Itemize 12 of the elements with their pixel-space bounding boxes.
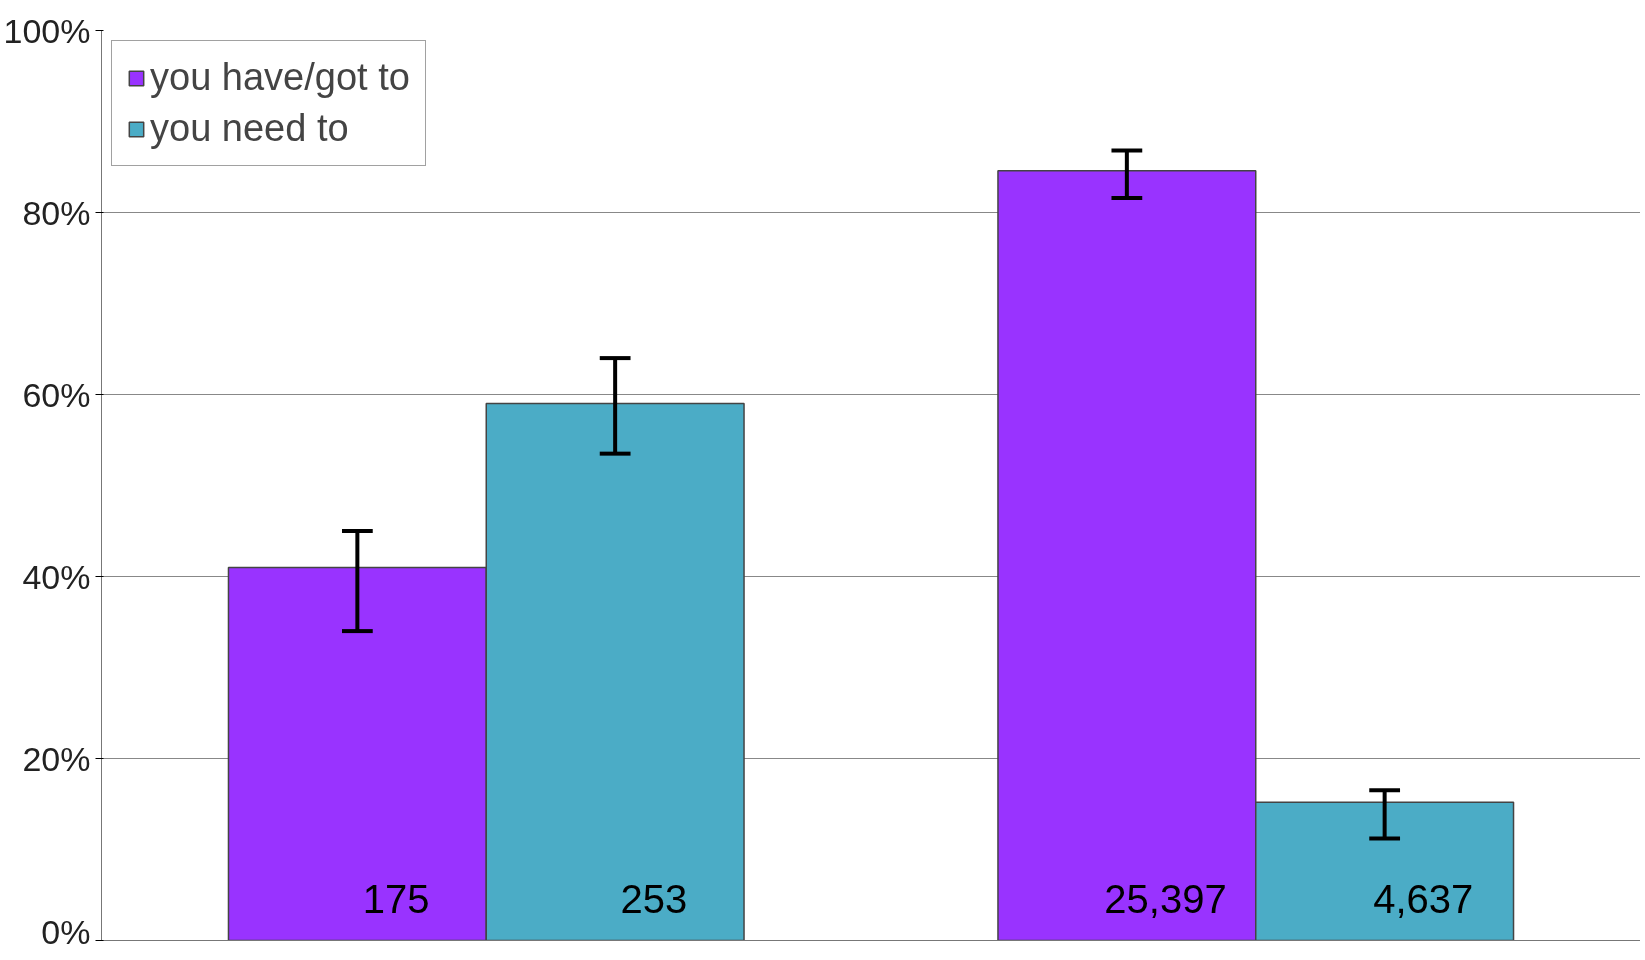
y-tick-label: 60%	[22, 375, 91, 414]
annotation: 25,397	[1104, 877, 1227, 922]
y-tick-label: 100%	[3, 11, 91, 50]
y-tick-label: 80%	[22, 193, 91, 232]
y-tick-label: 0%	[41, 912, 91, 951]
legend-label: you need to	[150, 107, 349, 150]
legend-label: you have/got to	[150, 56, 410, 99]
annotation: 253	[620, 877, 688, 922]
y-tick-label: 40%	[22, 557, 91, 596]
annotation: 175	[362, 877, 430, 922]
annotation: 4,637	[1373, 877, 1474, 922]
y-tick-label: 20%	[22, 739, 91, 778]
